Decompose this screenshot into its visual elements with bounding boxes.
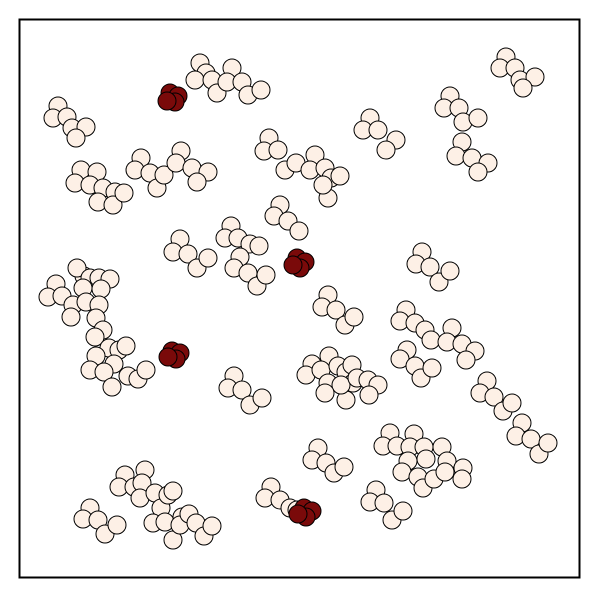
light-circle <box>232 380 252 400</box>
light-circle <box>440 261 460 281</box>
light-circle <box>331 375 351 395</box>
light-circle <box>326 300 346 320</box>
dark-circle <box>288 504 308 524</box>
light-circle <box>114 183 134 203</box>
light-circle <box>166 153 186 173</box>
light-circle <box>67 258 87 278</box>
light-circle <box>185 70 205 90</box>
light-circle <box>315 383 335 403</box>
light-circle <box>94 362 114 382</box>
light-circle <box>484 387 504 407</box>
light-circle <box>102 377 122 397</box>
light-circle <box>249 236 269 256</box>
light-circle <box>374 493 394 513</box>
light-circle-layer <box>38 47 558 550</box>
light-circle <box>85 327 105 347</box>
light-circle <box>468 162 488 182</box>
light-circle <box>107 515 127 535</box>
light-circle <box>154 165 174 185</box>
light-circle <box>103 195 123 215</box>
light-circle <box>187 172 207 192</box>
light-circle <box>334 457 354 477</box>
light-circle <box>178 244 198 264</box>
light-circle <box>344 307 364 327</box>
light-circle <box>268 140 288 160</box>
light-circle <box>198 248 218 268</box>
light-circle <box>502 393 522 413</box>
light-circle <box>136 360 156 380</box>
light-circle <box>422 358 442 378</box>
light-circle <box>252 388 272 408</box>
light-circle <box>456 350 476 370</box>
light-circle <box>421 330 441 350</box>
dark-circle <box>157 91 177 111</box>
light-circle <box>392 462 412 482</box>
light-circle <box>116 336 136 356</box>
light-circle <box>538 433 558 453</box>
light-circle <box>420 257 440 277</box>
light-circle <box>251 80 271 100</box>
light-circle <box>435 462 455 482</box>
light-circle <box>359 385 379 405</box>
light-circle <box>376 140 396 160</box>
light-circle <box>91 279 111 299</box>
dark-circle <box>283 255 303 275</box>
light-circle <box>513 78 533 98</box>
light-circle <box>452 469 472 489</box>
light-circle <box>368 120 388 140</box>
light-circle <box>468 108 488 128</box>
light-circle <box>66 128 86 148</box>
light-circle <box>61 307 81 327</box>
light-circle <box>330 166 350 186</box>
light-circle <box>393 501 413 521</box>
light-circle <box>446 146 466 166</box>
plot-frame <box>18 18 581 579</box>
light-circle <box>163 481 183 501</box>
light-circle <box>256 265 276 285</box>
dark-circle-layer <box>157 83 322 527</box>
light-circle <box>289 221 309 241</box>
light-circle <box>525 67 545 87</box>
light-circle <box>313 175 333 195</box>
dark-circle <box>158 347 178 367</box>
light-circle <box>416 449 436 469</box>
light-circle <box>202 516 222 536</box>
